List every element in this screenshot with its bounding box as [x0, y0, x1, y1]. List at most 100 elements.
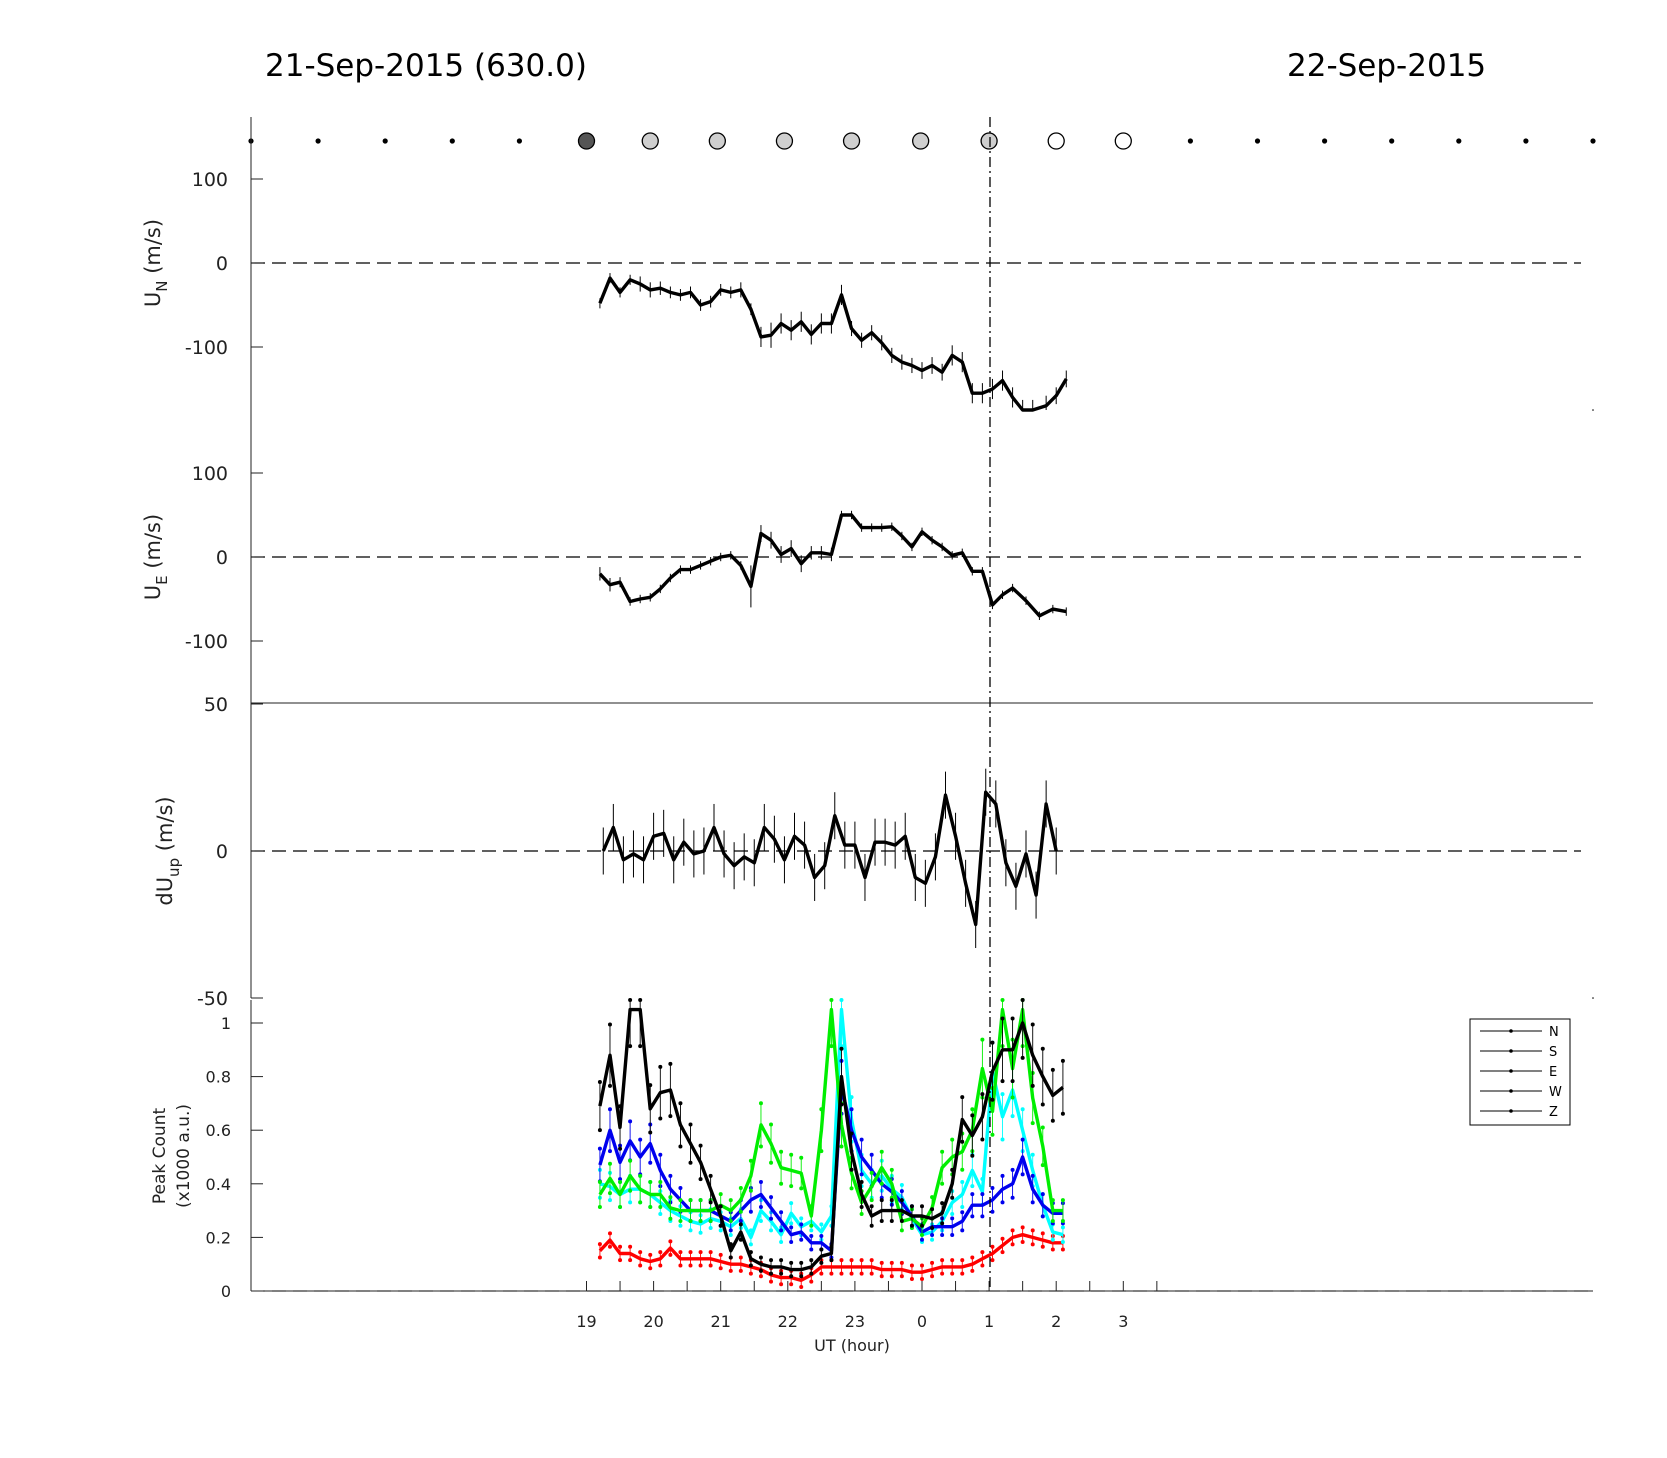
- cloud-dot: [1389, 138, 1395, 144]
- cloud-marker-open: [1114, 132, 1132, 150]
- error-dot-w: [940, 1233, 945, 1238]
- error-dot-e: [668, 1216, 673, 1221]
- error-dot-e: [970, 1107, 975, 1112]
- error-dot-s: [628, 1244, 633, 1249]
- error-dot-w: [980, 1192, 985, 1197]
- error-dot-s: [940, 1258, 945, 1263]
- error-dot-w: [849, 1107, 854, 1112]
- error-dot-s: [779, 1282, 784, 1287]
- cloud-dot: [1187, 138, 1193, 144]
- y-tick-label: 0.4: [206, 1175, 231, 1194]
- axis-corner-mark: [1592, 409, 1594, 411]
- error-dot-w: [728, 1228, 733, 1233]
- error-dot-s: [658, 1250, 663, 1255]
- error-dot-e: [628, 1188, 633, 1193]
- error-dot-e: [789, 1184, 794, 1189]
- error-dot-s: [909, 1276, 914, 1281]
- error-dot-e: [678, 1219, 683, 1224]
- error-dot-s: [859, 1258, 864, 1263]
- error-dot-n: [638, 998, 643, 1002]
- error-dot-n: [688, 1122, 693, 1127]
- error-dot-n: [819, 1260, 824, 1265]
- error-dot-z: [1000, 1092, 1005, 1097]
- error-dot-z: [1060, 1240, 1065, 1245]
- error-dot-e: [738, 1209, 743, 1214]
- cloud-marker-light: [775, 132, 794, 150]
- error-dot-n: [980, 1137, 985, 1142]
- error-dot-s: [607, 1231, 612, 1236]
- error-dot-s: [1020, 1240, 1025, 1245]
- error-dot-n: [1000, 1016, 1005, 1021]
- error-dot-w: [789, 1225, 794, 1230]
- error-dot-n: [789, 1260, 794, 1265]
- error-dot-n: [920, 1204, 924, 1209]
- error-dot-n: [960, 1139, 965, 1144]
- error-dot-n: [879, 1219, 884, 1224]
- error-dot-z: [1020, 1107, 1025, 1112]
- error-dot-s: [980, 1263, 985, 1268]
- legend-label: S: [1549, 1045, 1557, 1060]
- error-dot-n: [940, 1221, 945, 1226]
- error-dot-w: [799, 1237, 804, 1242]
- series-line-n: [598, 1007, 1064, 1272]
- error-dot-s: [769, 1279, 774, 1284]
- error-dot-w: [789, 1240, 794, 1245]
- cloud-dot: [382, 138, 388, 144]
- error-dot-e: [618, 1205, 623, 1210]
- error-dot-n: [859, 1205, 864, 1210]
- error-dot-s: [738, 1268, 743, 1273]
- error-dot-w: [809, 1234, 814, 1239]
- error-dot-s: [758, 1274, 763, 1279]
- error-dot-n: [799, 1274, 804, 1279]
- error-dot-s: [618, 1258, 623, 1263]
- error-dot-n: [668, 1061, 673, 1066]
- error-dot-s: [708, 1263, 713, 1268]
- legend-label: W: [1549, 1085, 1562, 1100]
- error-dot-e: [940, 1149, 945, 1154]
- error-dot-z: [1010, 1114, 1015, 1119]
- error-dot-n: [1030, 1022, 1035, 1027]
- error-dot-w: [1000, 1200, 1005, 1205]
- error-dot-n: [869, 1204, 874, 1209]
- error-dot-w: [769, 1216, 774, 1221]
- error-dot-e: [748, 1188, 753, 1193]
- error-dot-w: [658, 1152, 663, 1157]
- error-dot-n: [758, 1268, 763, 1273]
- y-tick-label: 0.8: [206, 1068, 231, 1087]
- error-dot-e: [638, 1173, 643, 1178]
- error-dot-n: [678, 1101, 683, 1106]
- error-dot-z: [950, 1212, 955, 1217]
- error-dot-e: [758, 1144, 763, 1149]
- error-dot-n: [889, 1219, 894, 1224]
- error-dot-s: [648, 1252, 653, 1257]
- error-dot-w: [597, 1146, 602, 1151]
- error-dot-e: [678, 1198, 683, 1203]
- error-dot-s: [1010, 1242, 1015, 1247]
- error-dot-n: [1040, 1046, 1045, 1051]
- error-dot-s: [789, 1282, 794, 1287]
- error-dot-e: [829, 998, 834, 1002]
- error-dot-e: [1050, 1219, 1055, 1224]
- error-dot-s: [869, 1258, 874, 1263]
- error-dot-e: [779, 1149, 784, 1154]
- cloud-dot: [1322, 138, 1328, 144]
- error-dot-z: [628, 1200, 633, 1205]
- x-tick-label: 19: [576, 1312, 596, 1331]
- error-dot-n: [638, 1044, 643, 1049]
- error-dot-n: [1060, 1058, 1065, 1063]
- error-dot-w: [638, 1137, 643, 1142]
- cloud-marker-light: [980, 132, 998, 150]
- error-dot-n: [1020, 998, 1025, 1002]
- error-dot-e: [738, 1186, 743, 1191]
- x-tick-label: 0: [917, 1312, 927, 1331]
- error-dot-w: [779, 1210, 784, 1215]
- error-dot-s: [960, 1258, 965, 1263]
- error-dot-w: [678, 1186, 683, 1191]
- error-dot-e: [758, 1101, 763, 1106]
- x-tick-label: 1: [984, 1312, 994, 1331]
- error-dot-e: [658, 1205, 663, 1210]
- error-dot-e: [889, 1167, 894, 1172]
- error-dot-e: [1060, 1198, 1065, 1203]
- error-dot-w: [990, 1209, 995, 1214]
